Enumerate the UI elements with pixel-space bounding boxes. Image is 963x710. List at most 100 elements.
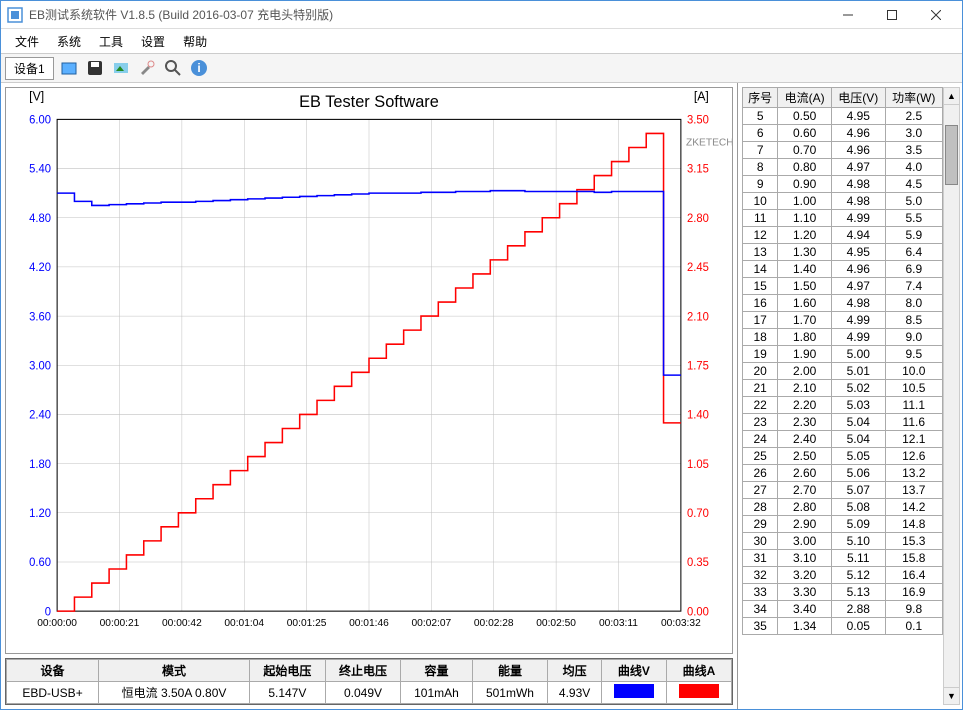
table-cell: 2.90 xyxy=(778,516,832,533)
table-cell: 18 xyxy=(743,329,778,346)
table-cell: 1.40 xyxy=(778,261,832,278)
table-row[interactable]: 191.905.009.5 xyxy=(743,346,943,363)
menu-system[interactable]: 系统 xyxy=(49,31,89,52)
svg-text:3.50: 3.50 xyxy=(687,114,709,126)
table-cell: 0.05 xyxy=(831,618,885,635)
svg-text:1.75: 1.75 xyxy=(687,360,709,372)
table-row[interactable]: 351.340.050.1 xyxy=(743,618,943,635)
window-title: EB测试系统软件 V1.8.5 (Build 2016-03-07 充电头特别版… xyxy=(29,6,826,23)
left-panel: EB Tester Software[V][A]ZKETECH6.003.505… xyxy=(1,83,737,709)
table-row[interactable]: 80.804.974.0 xyxy=(743,159,943,176)
table-cell: 26 xyxy=(743,465,778,482)
table-row[interactable]: 141.404.966.9 xyxy=(743,261,943,278)
table-cell: 11.6 xyxy=(885,414,942,431)
scroll-track[interactable] xyxy=(944,105,959,687)
close-button[interactable] xyxy=(914,1,958,29)
table-row[interactable]: 222.205.0311.1 xyxy=(743,397,943,414)
table-row[interactable]: 343.402.889.8 xyxy=(743,601,943,618)
info-button[interactable]: i xyxy=(188,57,210,79)
table-cell: 13.2 xyxy=(885,465,942,482)
open-button[interactable] xyxy=(58,57,80,79)
data-th-idx[interactable]: 序号 xyxy=(743,88,778,108)
table-cell: 2.20 xyxy=(778,397,832,414)
device-tab-1[interactable]: 设备1 xyxy=(5,57,54,80)
table-row[interactable]: 242.405.0412.1 xyxy=(743,431,943,448)
table-cell: 8.0 xyxy=(885,295,942,312)
svg-text:00:00:21: 00:00:21 xyxy=(100,618,140,629)
table-row[interactable]: 151.504.977.4 xyxy=(743,278,943,295)
table-cell: 4.94 xyxy=(831,227,885,244)
svg-text:00:02:50: 00:02:50 xyxy=(536,618,576,629)
table-cell: 24 xyxy=(743,431,778,448)
table-row[interactable]: 111.104.995.5 xyxy=(743,210,943,227)
table-row[interactable]: 333.305.1316.9 xyxy=(743,584,943,601)
summary-row[interactable]: EBD-USB+ 恒电流 3.50A 0.80V 5.147V 0.049V 1… xyxy=(7,682,732,704)
data-th-voltage[interactable]: 电压(V) xyxy=(831,88,885,108)
table-row[interactable]: 161.604.988.0 xyxy=(743,295,943,312)
table-cell: 6 xyxy=(743,125,778,142)
table-cell: 7 xyxy=(743,142,778,159)
summary-th-avgv: 均压 xyxy=(548,660,602,682)
table-cell: 1.20 xyxy=(778,227,832,244)
menubar: 文件 系统 工具 设置 帮助 xyxy=(1,29,962,53)
table-row[interactable]: 181.804.999.0 xyxy=(743,329,943,346)
table-row[interactable]: 292.905.0914.8 xyxy=(743,516,943,533)
table-row[interactable]: 272.705.0713.7 xyxy=(743,482,943,499)
table-row[interactable]: 202.005.0110.0 xyxy=(743,363,943,380)
table-cell: 1.70 xyxy=(778,312,832,329)
table-row[interactable]: 70.704.963.5 xyxy=(743,142,943,159)
table-row[interactable]: 212.105.0210.5 xyxy=(743,380,943,397)
maximize-button[interactable] xyxy=(870,1,914,29)
table-row[interactable]: 262.605.0613.2 xyxy=(743,465,943,482)
save-button[interactable] xyxy=(84,57,106,79)
search-button[interactable] xyxy=(162,57,184,79)
summary-device: EBD-USB+ xyxy=(7,682,99,704)
table-cell: 4.97 xyxy=(831,278,885,295)
menu-tools[interactable]: 工具 xyxy=(91,31,131,52)
svg-text:0.70: 0.70 xyxy=(687,508,709,520)
image-button[interactable] xyxy=(110,57,132,79)
table-cell: 1.80 xyxy=(778,329,832,346)
data-th-current[interactable]: 电流(A) xyxy=(778,88,832,108)
table-row[interactable]: 232.305.0411.6 xyxy=(743,414,943,431)
minimize-button[interactable] xyxy=(826,1,870,29)
table-cell: 4.98 xyxy=(831,295,885,312)
table-row[interactable]: 171.704.998.5 xyxy=(743,312,943,329)
table-row[interactable]: 252.505.0512.6 xyxy=(743,448,943,465)
tools-button[interactable] xyxy=(136,57,158,79)
table-row[interactable]: 131.304.956.4 xyxy=(743,244,943,261)
scroll-down-icon[interactable]: ▼ xyxy=(944,687,959,704)
summary-avgv: 4.93V xyxy=(548,682,602,704)
table-row[interactable]: 50.504.952.5 xyxy=(743,108,943,125)
menu-file[interactable]: 文件 xyxy=(7,31,47,52)
save-icon xyxy=(86,59,104,77)
table-cell: 4.98 xyxy=(831,176,885,193)
table-cell: 5.08 xyxy=(831,499,885,516)
scroll-up-icon[interactable]: ▲ xyxy=(944,88,959,105)
table-row[interactable]: 90.904.984.5 xyxy=(743,176,943,193)
table-row[interactable]: 101.004.985.0 xyxy=(743,193,943,210)
table-row[interactable]: 313.105.1115.8 xyxy=(743,550,943,567)
menu-help[interactable]: 帮助 xyxy=(175,31,215,52)
table-cell: 14 xyxy=(743,261,778,278)
table-row[interactable]: 323.205.1216.4 xyxy=(743,567,943,584)
table-cell: 5.05 xyxy=(831,448,885,465)
summary-th-device: 设备 xyxy=(7,660,99,682)
summary-table: 设备 模式 起始电压 终止电压 容量 能量 均压 曲线V 曲线A EBD-USB… xyxy=(5,658,733,705)
table-row[interactable]: 303.005.1015.3 xyxy=(743,533,943,550)
table-cell: 1.00 xyxy=(778,193,832,210)
table-scrollbar[interactable]: ▲ ▼ xyxy=(943,87,960,705)
table-row[interactable]: 60.604.963.0 xyxy=(743,125,943,142)
table-cell: 9.0 xyxy=(885,329,942,346)
table-row[interactable]: 282.805.0814.2 xyxy=(743,499,943,516)
data-th-power[interactable]: 功率(W) xyxy=(885,88,942,108)
scroll-thumb[interactable] xyxy=(945,125,958,185)
right-panel: 序号 电流(A) 电压(V) 功率(W) 50.504.952.560.604.… xyxy=(737,83,962,709)
table-cell: 0.90 xyxy=(778,176,832,193)
summary-energy: 501mWh xyxy=(472,682,548,704)
table-row[interactable]: 121.204.945.9 xyxy=(743,227,943,244)
table-cell: 8.5 xyxy=(885,312,942,329)
table-cell: 4.98 xyxy=(831,193,885,210)
table-cell: 6.4 xyxy=(885,244,942,261)
menu-settings[interactable]: 设置 xyxy=(133,31,173,52)
